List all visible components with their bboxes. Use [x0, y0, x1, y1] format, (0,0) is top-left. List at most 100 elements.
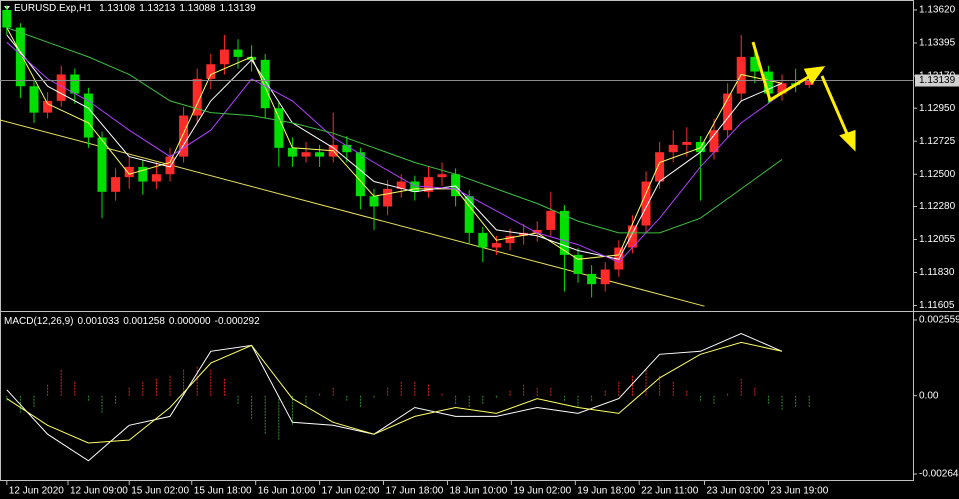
candle-body — [233, 49, 243, 57]
y-tick-label: -0.002647 — [919, 469, 959, 480]
candle-body — [709, 130, 719, 153]
macd-name: MACD(12,26,9) — [4, 316, 73, 327]
trendline — [0, 119, 705, 307]
candle-body — [342, 144, 352, 153]
candle-body — [451, 174, 461, 197]
x-tick-label: 17 Jun 18:00 — [386, 486, 444, 497]
x-tick-label: 12 Jun 2020 — [9, 486, 64, 497]
candle-body — [247, 56, 257, 60]
candle-body — [627, 225, 637, 248]
candle-body — [410, 181, 420, 192]
high: 1.13213 — [139, 3, 176, 14]
candle-body — [29, 86, 39, 113]
x-tick-label: 15 Jun 18:00 — [194, 486, 252, 497]
candle-body — [464, 196, 474, 233]
y-tick-label: 0.002559 — [919, 315, 959, 326]
y-tick-label: 0.00 — [919, 390, 939, 401]
candle-body — [396, 181, 406, 189]
candle-body — [56, 74, 66, 101]
candle-body — [124, 166, 134, 178]
candle-body — [260, 59, 270, 109]
x-tick-label: 23 Jun 03:00 — [707, 486, 765, 497]
candle-body — [723, 93, 733, 131]
macd-value: 0.001033 — [77, 316, 119, 327]
frame — [0, 0, 914, 481]
candle-body — [369, 196, 379, 207]
y-tick-label: 1.13620 — [919, 5, 956, 16]
candle-body — [151, 174, 161, 182]
forecast-arrows — [751, 41, 856, 152]
candle-body — [437, 174, 447, 178]
x-tick-label: 23 Jun 19:00 — [770, 486, 828, 497]
symbol: EURUSD.Exp,H1 — [14, 3, 92, 14]
candle-body — [15, 27, 25, 87]
y-tick-label: 1.12280 — [919, 201, 956, 212]
candle-body — [641, 181, 651, 226]
candle-body — [111, 177, 121, 192]
x-tick-label: 12 Jun 09:00 — [70, 486, 128, 497]
candle-body — [682, 141, 692, 145]
candle-body — [355, 152, 365, 197]
indicator-line — [6, 41, 783, 263]
macd-value: -0.000292 — [215, 316, 260, 327]
x-tick-label: 19 Jun 18:00 — [577, 486, 635, 497]
candle-body — [423, 177, 433, 192]
candle-body — [315, 152, 325, 157]
candle-body — [138, 166, 148, 182]
candle-body — [97, 137, 107, 192]
current-price-box — [915, 74, 959, 87]
indicator-line — [6, 341, 783, 444]
x-tick-label: 17 Jun 02:00 — [322, 486, 380, 497]
candle-body — [559, 210, 569, 255]
candle-body — [532, 229, 542, 233]
candle-body — [219, 49, 229, 65]
y-tick-label: 1.12500 — [919, 169, 956, 180]
candle-body — [668, 144, 678, 153]
candle-body — [587, 273, 597, 285]
candle-body — [383, 188, 393, 207]
macd-value: 0.000000 — [169, 316, 211, 327]
x-tick-label: 19 Jun 02:00 — [513, 486, 571, 497]
y-tick-label: 1.11605 — [919, 300, 955, 311]
open: 1.13108 — [99, 3, 136, 14]
candle-body — [287, 147, 297, 157]
candle-body — [655, 152, 665, 182]
arrow-head — [839, 129, 856, 152]
indicator-line — [6, 332, 783, 462]
candle-body — [478, 232, 488, 248]
candle-body — [206, 64, 216, 79]
candle-body — [777, 83, 787, 94]
candle-body — [192, 78, 202, 116]
candle-body — [750, 56, 760, 72]
x-tick-label: 18 Jun 10:00 — [449, 486, 507, 497]
candle-body — [2, 9, 12, 28]
x-tick-label: 16 Jun 10:00 — [258, 486, 316, 497]
candle-body — [546, 210, 556, 230]
arrow-path — [820, 75, 850, 137]
y-tick-label: 1.13395 — [919, 38, 956, 49]
candle-body — [804, 80, 814, 86]
candle-body — [83, 93, 93, 138]
candle-body — [43, 100, 53, 113]
x-tick-label: 15 Jun 02:00 — [131, 486, 189, 497]
candle-body — [301, 152, 311, 157]
indicator-line — [6, 27, 783, 234]
macd-value: 0.001258 — [123, 316, 165, 327]
y-tick-label: 1.11830 — [919, 267, 955, 278]
indicator-line — [6, 34, 783, 260]
arrow-head — [803, 66, 826, 85]
y-tick-label: 1.12725 — [919, 136, 956, 147]
candle-body — [165, 156, 175, 175]
arrow-path — [751, 41, 811, 103]
candle-body — [763, 71, 773, 94]
candle-body — [573, 254, 583, 274]
candle-body — [491, 243, 501, 248]
candle-body — [600, 269, 610, 285]
low: 1.13088 — [179, 3, 216, 14]
current-price-label: 1.13139 — [919, 75, 956, 86]
chart-title: EURUSD.Exp,H1 1.13108 1.13213 1.13088 1.1313… — [14, 3, 256, 14]
y-tick-label: 1.12055 — [919, 234, 956, 245]
y-tick-label: 1.12950 — [919, 103, 956, 114]
